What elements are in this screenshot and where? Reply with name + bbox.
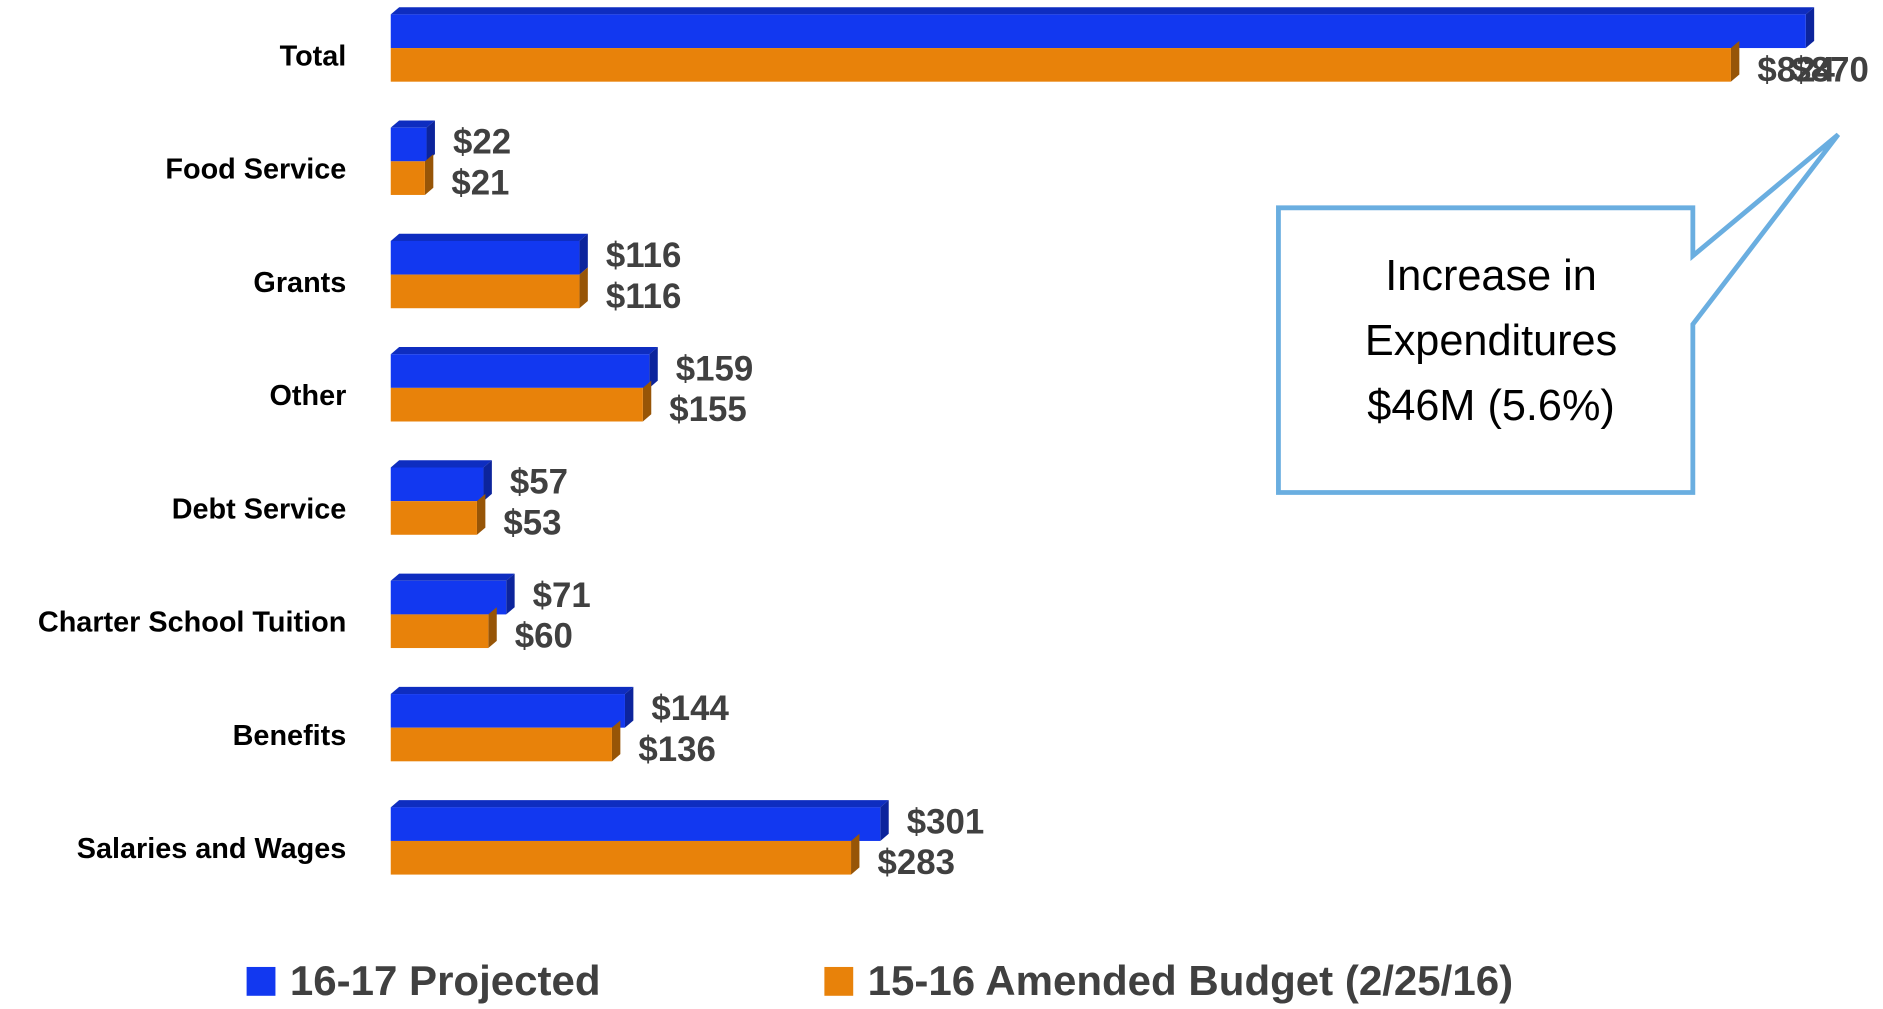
value-label: $283 xyxy=(877,843,954,882)
value-label: $116 xyxy=(606,236,682,275)
bar xyxy=(390,800,889,841)
bar-face xyxy=(390,573,515,581)
bar-face xyxy=(390,354,650,388)
bar-face xyxy=(390,807,881,841)
bar-face xyxy=(390,840,852,875)
bar-face xyxy=(579,267,588,309)
bar-face xyxy=(426,120,435,162)
bar-face xyxy=(476,493,486,535)
category-label: Salaries and Wages xyxy=(77,833,347,865)
bar xyxy=(390,686,634,728)
bar-face xyxy=(611,720,621,762)
bar-face xyxy=(880,800,889,841)
value-label: $57 xyxy=(510,463,568,502)
category-label: Food Service xyxy=(165,154,346,186)
bar xyxy=(390,573,515,615)
bar-face xyxy=(579,233,588,275)
legend-label: 15-16 Amended Budget (2/25/16) xyxy=(868,957,1513,1004)
bar-face xyxy=(1805,7,1815,49)
bar-face xyxy=(642,380,652,422)
bar-face xyxy=(390,233,588,241)
category-label: Other xyxy=(269,380,346,412)
bar-face xyxy=(390,161,425,195)
value-label: $155 xyxy=(669,390,746,429)
bar-face xyxy=(390,580,507,615)
value-label: $301 xyxy=(907,802,984,841)
bar xyxy=(390,607,497,649)
bar-face xyxy=(390,694,625,728)
bar-face xyxy=(649,347,658,388)
bar xyxy=(390,233,588,275)
bar-face xyxy=(390,467,484,502)
bar-face xyxy=(390,14,1806,49)
bar-face xyxy=(390,127,427,162)
bar-face xyxy=(390,614,489,649)
bar-face xyxy=(851,833,860,875)
bar-face xyxy=(390,120,435,128)
value-label: $53 xyxy=(503,503,561,542)
value-label: $60 xyxy=(515,617,573,656)
value-label: $71 xyxy=(533,576,591,615)
value-label: $22 xyxy=(453,123,511,162)
bar-face xyxy=(483,460,492,502)
bar-face xyxy=(390,501,477,535)
bar xyxy=(390,347,658,388)
legend-label: 16-17 Projected xyxy=(290,957,601,1004)
bar xyxy=(390,267,588,309)
bar xyxy=(390,40,1740,82)
bar-face xyxy=(390,240,580,275)
callout-box xyxy=(1276,132,1841,495)
legend-swatch xyxy=(824,966,854,996)
bar-face xyxy=(390,48,1731,82)
value-label: $144 xyxy=(651,689,729,728)
bar-face xyxy=(390,800,889,808)
category-label: Debt Service xyxy=(172,493,347,525)
bar-face xyxy=(506,573,515,615)
value-label: $116 xyxy=(606,277,682,316)
bar xyxy=(390,380,652,422)
bar xyxy=(390,460,492,502)
value-label: $21 xyxy=(451,164,509,203)
bar-face xyxy=(390,7,1815,15)
value-label: $136 xyxy=(638,730,715,769)
category-label: Charter School Tuition xyxy=(38,607,346,639)
annotation-line: Expenditures xyxy=(1365,317,1617,365)
bar-face xyxy=(390,686,634,695)
value-label: $159 xyxy=(676,349,753,388)
value-label: $870 xyxy=(1791,50,1868,89)
bar xyxy=(390,720,621,762)
legend-swatch xyxy=(246,966,276,996)
bar-face xyxy=(488,607,497,649)
category-label: Total xyxy=(280,40,347,72)
bar xyxy=(390,7,1815,49)
bar-face xyxy=(390,387,643,422)
bar xyxy=(390,154,434,195)
annotation-line: $46M (5.6%) xyxy=(1367,382,1615,430)
bar-face xyxy=(424,154,434,195)
bar xyxy=(390,833,860,875)
bar xyxy=(390,493,486,535)
category-label: Grants xyxy=(253,267,346,299)
bar-face xyxy=(390,347,658,355)
bar-face xyxy=(390,727,612,762)
bar-face xyxy=(390,274,580,309)
bar-face xyxy=(624,686,634,728)
value-label: $824 xyxy=(1757,50,1835,89)
annotation-line: Increase in xyxy=(1385,252,1597,300)
bar xyxy=(390,120,435,162)
bar-face xyxy=(390,460,492,468)
bar-face xyxy=(1730,40,1740,82)
category-label: Benefits xyxy=(233,720,347,752)
